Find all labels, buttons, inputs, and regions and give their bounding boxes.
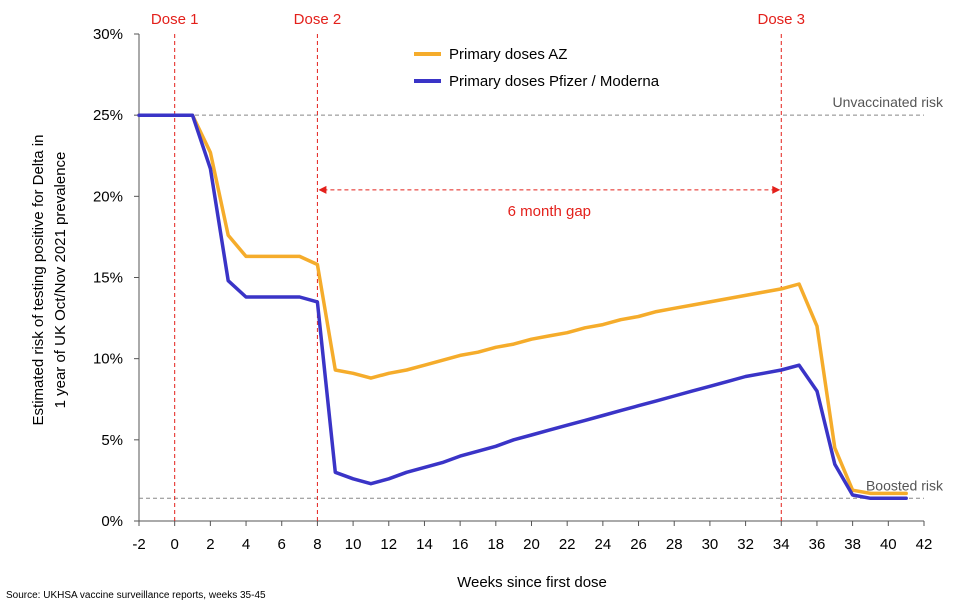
x-tick-label: 32 — [737, 536, 754, 553]
x-tick-label: 24 — [595, 536, 612, 553]
dose-2-label: Dose 2 — [294, 11, 342, 28]
legend-label: Primary doses AZ — [449, 46, 567, 63]
y-tick-label: 20% — [93, 188, 123, 205]
x-tick-label: 34 — [773, 536, 790, 553]
x-tick-label: 14 — [416, 536, 433, 553]
legend-label: Primary doses Pfizer / Moderna — [449, 73, 660, 90]
x-tick-label: 38 — [844, 536, 861, 553]
x-tick-label: 30 — [702, 536, 719, 553]
y-axis-title: Estimated risk of testing positive for D… — [30, 135, 69, 426]
x-tick-label: 10 — [345, 536, 362, 553]
y-axis-title-line-1: Estimated risk of testing positive for D… — [30, 135, 47, 426]
plot-area: 0%5%10%15%20%25%30%-2 0 2 4 6 8 10 12 14 16 18 20 22… — [93, 11, 944, 553]
source-note: Source: UKHSA vaccine surveillance repor… — [6, 590, 266, 601]
x-tick-label: 22 — [559, 536, 576, 553]
gap-label: 6 month gap — [508, 203, 591, 220]
series-line-az — [137, 113, 908, 496]
y-tick-label: 0% — [101, 513, 123, 530]
boosted-risk-label: Boosted risk — [866, 477, 944, 493]
y-tick-label: 5% — [101, 432, 123, 449]
x-tick-label: 0 — [171, 536, 179, 553]
y-tick-label: 10% — [93, 351, 123, 368]
x-tick-label: 42 — [916, 536, 933, 553]
x-tick-label: 18 — [487, 536, 504, 553]
dose-1-label: Dose 1 — [151, 11, 199, 28]
x-tick-label: 2 — [206, 536, 214, 553]
unvaccinated-risk-label: Unvaccinated risk — [833, 94, 944, 110]
x-tick-label: 4 — [242, 536, 250, 553]
x-axis-title: Weeks since first dose — [457, 574, 607, 591]
x-tick-label: 20 — [523, 536, 540, 553]
x-tick-label: 40 — [880, 536, 897, 553]
x-tick-label: -2 — [132, 536, 145, 553]
x-tick-label: 26 — [630, 536, 647, 553]
x-tick-label: 16 — [452, 536, 469, 553]
series-line-pfizer-moderna — [137, 113, 908, 501]
dose-3-label: Dose 3 — [758, 11, 806, 28]
x-tick-label: 36 — [809, 536, 826, 553]
x-tick-label: 28 — [666, 536, 683, 553]
y-axis-title-line-2: 1 year of UK Oct/Nov 2021 prevalence — [52, 152, 69, 409]
y-tick-label: 30% — [93, 26, 123, 43]
gap-arrow-right-head — [772, 185, 781, 194]
y-tick-label: 15% — [93, 270, 123, 287]
x-tick-label: 12 — [380, 536, 397, 553]
gap-arrow-left-head — [318, 185, 327, 194]
x-tick-label: 8 — [313, 536, 321, 553]
x-tick-label: 6 — [278, 536, 286, 553]
y-tick-label: 25% — [93, 107, 123, 124]
